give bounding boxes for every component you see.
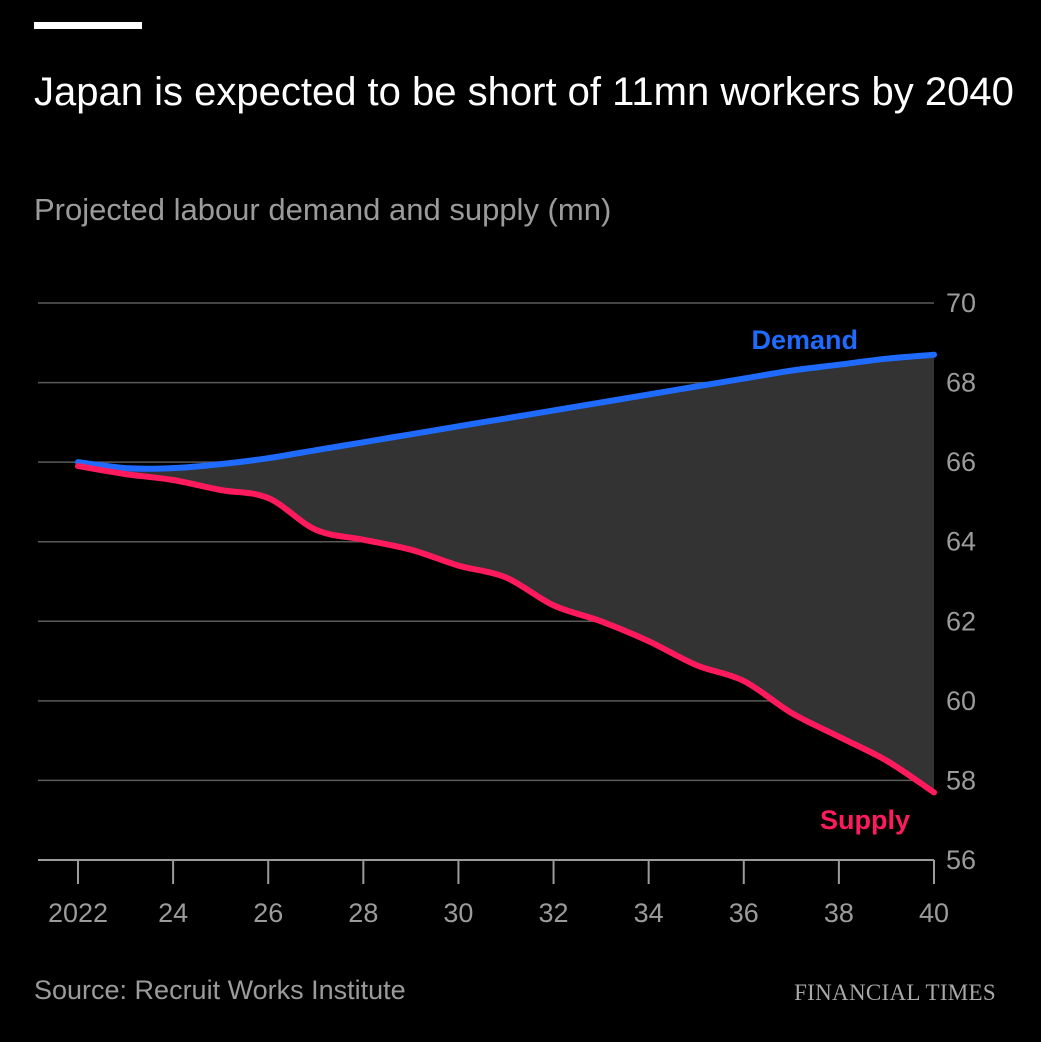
source-note: Source: Recruit Works Institute: [34, 975, 406, 1005]
x-axis-tick-labels: 2022 24 26 28 30 32 34 36 38 40: [48, 898, 949, 928]
x-tick-label: 36: [729, 898, 759, 928]
header-accent-bar: [34, 22, 142, 29]
y-tick-label: 66: [946, 447, 976, 477]
y-tick-label: 62: [946, 606, 976, 636]
chart-title: Japan is expected to be short of 11mn wo…: [34, 70, 1014, 114]
chart-subtitle: Projected labour demand and supply (mn): [34, 192, 612, 227]
y-tick-label: 68: [946, 368, 976, 398]
x-tick-label: 2022: [48, 898, 108, 928]
y-tick-label: 60: [946, 686, 976, 716]
publisher-logo: FINANCIAL TIMES: [794, 980, 996, 1005]
x-tick-label: 40: [919, 898, 949, 928]
y-tick-label: 70: [946, 288, 976, 318]
x-tick-label: 28: [348, 898, 378, 928]
gap-area: [78, 354, 934, 793]
y-tick-label: 58: [946, 765, 976, 795]
demand-line: [75, 351, 937, 472]
supply-line: [75, 463, 937, 796]
series-labels: Demand Supply: [751, 325, 910, 835]
x-tick-label: 34: [634, 898, 664, 928]
y-tick-label: 64: [946, 527, 976, 557]
x-tick-label: 30: [443, 898, 473, 928]
x-axis: [77, 860, 935, 884]
demand-label: Demand: [751, 325, 858, 355]
y-axis-tick-labels: 56 58 60 62 64 66 68 70: [946, 288, 976, 875]
y-tick-label: 56: [946, 845, 976, 875]
x-tick-label: 38: [824, 898, 854, 928]
x-tick-label: 24: [158, 898, 188, 928]
supply-label: Supply: [820, 805, 910, 835]
x-tick-label: 32: [539, 898, 569, 928]
x-tick-label: 26: [253, 898, 283, 928]
series-lines: [75, 351, 937, 796]
